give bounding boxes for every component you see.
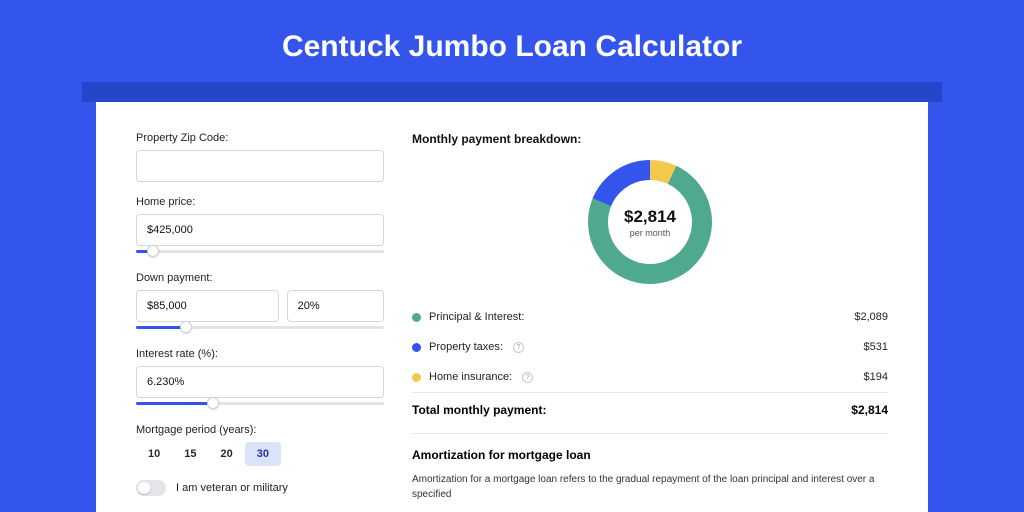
interest-rate-input[interactable] [136,366,384,398]
legend-label: Property taxes: [429,341,503,353]
legend-value: $531 [864,341,888,353]
field-down-payment: Down payment: [136,272,384,334]
veteran-label: I am veteran or military [176,482,288,494]
home-price-label: Home price: [136,196,384,208]
zip-input[interactable] [136,150,384,182]
legend-row: Property taxes:? $531 [412,332,888,362]
form-panel: Property Zip Code: Home price: Down paym… [136,132,384,512]
legend-row: Principal & Interest: $2,089 [412,302,888,332]
breakdown-title: Monthly payment breakdown: [412,132,888,146]
amortization-section: Amortization for mortgage loan Amortizat… [412,433,888,502]
field-interest-rate: Interest rate (%): [136,348,384,410]
period-option-15[interactable]: 15 [172,442,208,466]
calculator-card: Property Zip Code: Home price: Down paym… [96,102,928,512]
slider-knob[interactable] [147,245,159,257]
total-value: $2,814 [851,403,888,417]
total-label: Total monthly payment: [412,403,546,417]
legend: Principal & Interest: $2,089 Property taxe… [412,302,888,392]
home-price-input[interactable] [136,214,384,246]
legend-label: Principal & Interest: [429,311,524,323]
legend-dot [412,343,421,352]
legend-dot [412,373,421,382]
card-shadow [82,82,942,102]
down-payment-slider[interactable] [136,320,384,334]
field-home-price: Home price: [136,196,384,258]
mortgage-period-options: 10152030 [136,442,384,466]
interest-rate-label: Interest rate (%): [136,348,384,360]
help-icon[interactable]: ? [522,372,533,383]
veteran-toggle[interactable] [136,480,166,496]
slider-knob[interactable] [207,397,219,409]
help-icon[interactable]: ? [513,342,524,353]
field-zip: Property Zip Code: [136,132,384,182]
legend-value: $2,089 [854,311,888,323]
legend-label: Home insurance: [429,371,512,383]
down-payment-label: Down payment: [136,272,384,284]
mortgage-period-label: Mortgage period (years): [136,424,384,436]
home-price-slider[interactable] [136,244,384,258]
total-row: Total monthly payment: $2,814 [412,392,888,427]
down-payment-percent-input[interactable] [287,290,384,322]
legend-dot [412,313,421,322]
period-option-10[interactable]: 10 [136,442,172,466]
amortization-body: Amortization for a mortgage loan refers … [412,472,888,502]
legend-row: Home insurance:? $194 [412,362,888,392]
slider-knob[interactable] [180,321,192,333]
page-title: Centuck Jumbo Loan Calculator [0,0,1024,82]
period-option-30[interactable]: 30 [245,442,281,466]
donut-center: $2,814 per month [588,160,712,284]
interest-rate-slider[interactable] [136,396,384,410]
zip-label: Property Zip Code: [136,132,384,144]
amortization-title: Amortization for mortgage loan [412,448,888,462]
field-mortgage-period: Mortgage period (years): 10152030 [136,424,384,466]
legend-value: $194 [864,371,888,383]
donut-chart: $2,814 per month [412,156,888,302]
period-option-20[interactable]: 20 [209,442,245,466]
down-payment-amount-input[interactable] [136,290,279,322]
donut-subtext: per month [630,228,671,238]
veteran-row: I am veteran or military [136,480,384,496]
donut-amount: $2,814 [624,207,676,227]
breakdown-panel: Monthly payment breakdown: $2,814 per mo… [412,132,888,512]
